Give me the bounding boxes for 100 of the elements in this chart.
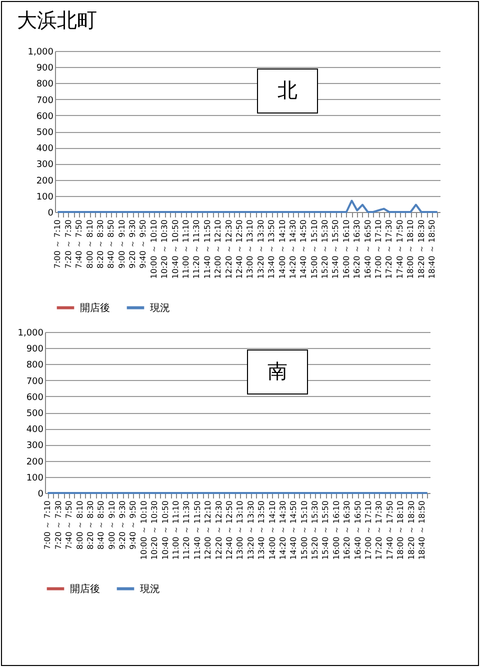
x-tick-label: 17:00 ～ 17:10 <box>364 500 374 560</box>
annotation: 南 <box>268 359 288 383</box>
x-tick-label: 7:20 ～ 7:30 <box>54 500 63 550</box>
y-tick-label: 100 <box>36 192 54 202</box>
x-tick-label: 13:00 ～ 13:10 <box>236 500 245 560</box>
x-tick-label: 10:00 ～ 10:10 <box>149 220 158 279</box>
y-tick-label: 400 <box>36 144 54 154</box>
y-tick-label: 400 <box>26 425 44 436</box>
x-tick-label: 11:40 ～ 11:50 <box>202 220 212 279</box>
x-tick-label: 10:40 ～ 10:50 <box>160 500 170 560</box>
x-tick-label: 8:40 ～ 8:50 <box>106 220 116 269</box>
x-tick-label: 16:40 ～ 16:50 <box>353 500 362 560</box>
y-tick-label: 1,000 <box>18 328 44 338</box>
y-tick-label: 700 <box>36 96 54 106</box>
x-tick-label: 8:00 ～ 8:10 <box>85 220 94 269</box>
x-tick-label: 12:00 ～ 12:10 <box>214 220 223 279</box>
x-tick-label: 14:00 ～ 14:10 <box>278 220 287 279</box>
x-tick-label: 15:20 ～ 15:30 <box>310 500 320 560</box>
x-tick-label: 13:20 ～ 13:30 <box>256 220 266 279</box>
x-tick-label: 7:00 ～ 7:10 <box>43 500 52 550</box>
x-tick-label: 18:00 ～ 18:10 <box>406 220 416 279</box>
x-tick-label: 9:20 ～ 9:30 <box>118 500 128 550</box>
x-tick-label: 10:40 ～ 10:50 <box>170 220 180 279</box>
x-tick-label: 13:20 ～ 13:30 <box>246 500 256 560</box>
y-tick-label: 700 <box>26 376 44 387</box>
x-tick-label: 8:40 ～ 8:50 <box>96 500 106 550</box>
x-tick-label: 15:20 ～ 15:30 <box>320 220 330 279</box>
y-tick-label: 500 <box>26 409 44 419</box>
x-tick-label: 16:40 ～ 16:50 <box>363 220 372 279</box>
x-tick-label: 9:00 ～ 9:10 <box>107 500 116 550</box>
x-tick-label: 11:20 ～ 11:30 <box>182 500 192 560</box>
y-tick-label: 600 <box>36 112 54 122</box>
x-tick-label: 14:20 ～ 14:30 <box>288 220 298 279</box>
line-series <box>56 200 438 213</box>
x-tick-label: 13:40 ～ 13:50 <box>267 220 276 279</box>
x-tick-label: 9:00 ～ 9:10 <box>117 220 126 269</box>
x-tick-label: 17:40 ～ 17:50 <box>385 500 394 560</box>
x-tick-label: 7:20 ～ 7:30 <box>64 220 73 269</box>
x-tick-label: 15:00 ～ 15:10 <box>310 220 319 279</box>
x-tick-label: 14:40 ～ 14:50 <box>289 500 298 560</box>
x-tick-label: 15:40 ～ 15:50 <box>321 500 330 560</box>
y-tick-label: 300 <box>36 160 54 170</box>
x-tick-label: 12:40 ～ 12:50 <box>234 220 244 279</box>
x-tick-label: 14:40 ～ 14:50 <box>299 220 308 279</box>
x-tick-label: 17:20 ～ 17:30 <box>374 500 384 560</box>
x-tick-label: 15:00 ～ 15:10 <box>300 500 309 560</box>
x-tick-label: 14:20 ～ 14:30 <box>278 500 288 560</box>
y-tick-label: 800 <box>26 360 44 371</box>
y-tick-label: 200 <box>36 176 54 186</box>
x-tick-label: 12:40 ～ 12:50 <box>224 500 234 560</box>
y-tick-label: 300 <box>26 441 44 452</box>
x-tick-label: 17:40 ～ 17:50 <box>395 220 404 279</box>
y-tick-label: 900 <box>26 344 44 355</box>
x-tick-label: 8:20 ～ 8:30 <box>86 500 95 550</box>
x-tick-label: 18:00 ～ 18:10 <box>396 500 406 560</box>
x-tick-label: 16:00 ～ 16:10 <box>342 220 351 279</box>
x-tick-label: 16:00 ～ 16:10 <box>332 500 341 560</box>
x-tick-label: 18:40 ～ 18:50 <box>427 220 436 279</box>
x-tick-label: 10:00 ～ 10:10 <box>139 500 148 560</box>
x-tick-label: 10:20 ～ 10:30 <box>150 500 160 560</box>
y-tick-label: 200 <box>26 457 44 468</box>
x-tick-label: 14:00 ～ 14:10 <box>268 500 277 560</box>
y-tick-label: 600 <box>26 392 44 403</box>
annotation: 北 <box>278 78 298 102</box>
x-tick-label: 15:40 ～ 15:50 <box>331 220 340 279</box>
x-tick-label: 8:00 ～ 8:10 <box>75 500 84 550</box>
x-tick-label: 8:20 ～ 8:30 <box>96 220 105 269</box>
legend-label: 現況 <box>140 582 160 595</box>
x-tick-label: 11:00 ～ 11:10 <box>172 500 181 560</box>
x-tick-label: 17:00 ～ 17:10 <box>374 220 384 279</box>
x-tick-label: 13:40 ～ 13:50 <box>257 500 266 560</box>
x-tick-label: 9:40 ～ 9:50 <box>138 220 148 269</box>
y-tick-label: 500 <box>36 128 54 138</box>
x-tick-label: 7:40 ～ 7:50 <box>64 500 74 550</box>
x-tick-label: 18:20 ～ 18:30 <box>416 220 426 279</box>
x-tick-label: 16:20 ～ 16:30 <box>352 220 362 279</box>
chart-title: 大浜北町 <box>17 8 98 32</box>
x-tick-label: 9:20 ～ 9:30 <box>128 220 138 269</box>
x-tick-label: 11:40 ～ 11:50 <box>192 500 202 560</box>
y-tick-label: 1,000 <box>28 48 54 58</box>
x-tick-label: 9:40 ～ 9:50 <box>128 500 138 550</box>
y-tick-label: 800 <box>36 80 54 90</box>
x-tick-label: 12:00 ～ 12:10 <box>204 500 213 560</box>
x-tick-label: 13:00 ～ 13:10 <box>246 220 255 279</box>
legend-label: 現況 <box>150 302 170 314</box>
x-tick-label: 7:00 ～ 7:10 <box>53 220 62 269</box>
x-tick-label: 18:40 ～ 18:50 <box>417 500 426 560</box>
x-tick-label: 11:00 ～ 11:10 <box>182 220 191 279</box>
x-tick-label: 12:20 ～ 12:30 <box>214 500 224 560</box>
x-tick-label: 16:20 ～ 16:30 <box>342 500 352 560</box>
legend-label: 開店後 <box>80 302 110 314</box>
x-tick-label: 17:20 ～ 17:30 <box>384 220 394 279</box>
x-tick-label: 12:20 ～ 12:30 <box>224 220 234 279</box>
x-tick-label: 18:20 ～ 18:30 <box>406 500 416 560</box>
legend-label: 開店後 <box>70 582 100 595</box>
x-tick-label: 10:20 ～ 10:30 <box>160 220 170 279</box>
y-tick-label: 100 <box>26 473 44 484</box>
y-tick-label: 900 <box>36 64 54 74</box>
y-tick-label: 0 <box>48 208 54 218</box>
x-tick-label: 7:40 ～ 7:50 <box>74 220 84 269</box>
